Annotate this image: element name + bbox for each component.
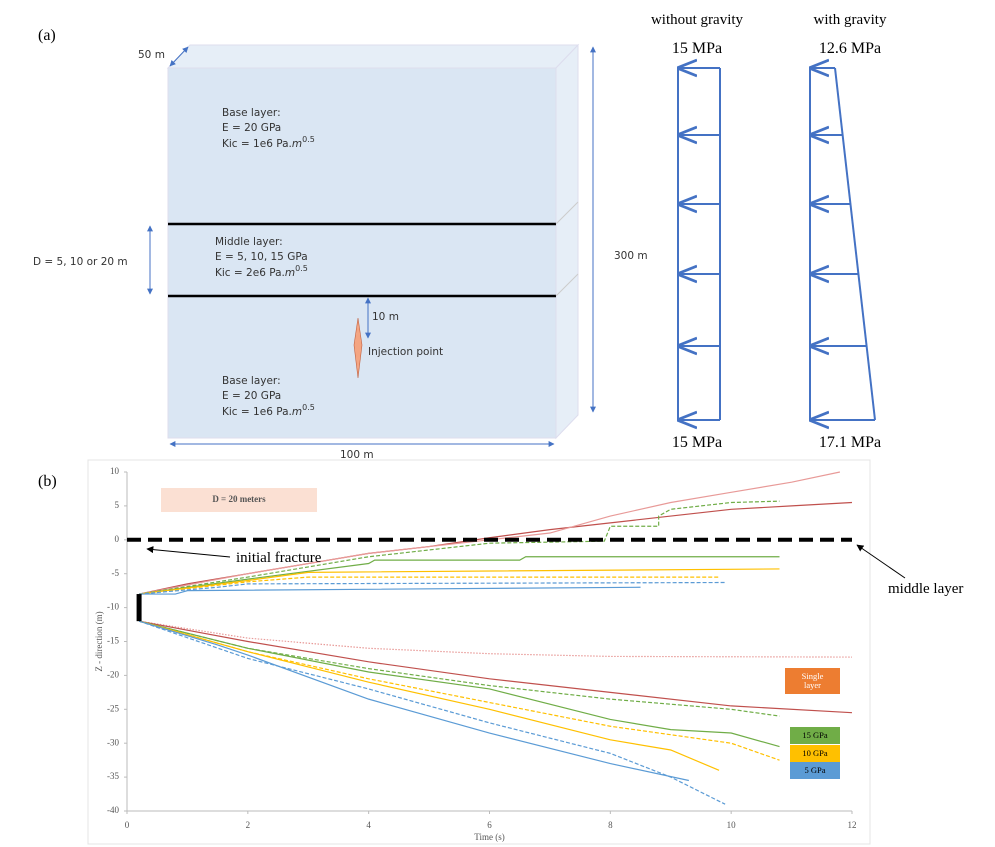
series-line [139, 621, 719, 770]
toughness-unit: m [292, 406, 302, 418]
layer-toughness: Kic = 1e6 Pa.m0.5 [222, 135, 315, 150]
toughness-exponent: 0.5 [302, 403, 315, 412]
toughness-text: Kic = 1e6 Pa. [222, 406, 292, 418]
box-label: D = 20 meters [212, 494, 266, 504]
y-tick-label: 5 [115, 500, 120, 510]
x-tick-label: 6 [487, 820, 492, 830]
legend-item: Single layer [785, 668, 840, 694]
legend-label: Single layer [785, 668, 840, 694]
legend-item: 15 GPa [790, 727, 840, 744]
legend-label: 5 GPa [790, 762, 840, 779]
layer-modulus: E = 5, 10, 15 GPa [215, 251, 308, 263]
chart: -40 -35 -30 -25 -20 -15 -10 -5 0 5 10 0 2 4 6 8 10 12 Time… [94, 466, 963, 842]
height-label: 300 m [614, 250, 648, 262]
layer-modulus: E = 20 GPa [222, 122, 281, 134]
layer-toughness: Kic = 1e6 Pa.m0.5 [222, 403, 315, 418]
series-line [139, 621, 852, 713]
annotation-arrow [857, 545, 905, 578]
layer-toughness: Kic = 2e6 Pa.m0.5 [215, 264, 308, 279]
legend-item: 5 GPa [790, 762, 840, 779]
y-tick-label: -40 [107, 805, 119, 815]
toughness-text: Kic = 2e6 Pa. [215, 267, 285, 279]
annotation-arrow [147, 549, 230, 557]
x-tick-label: 10 [727, 820, 737, 830]
series-line [139, 621, 779, 746]
layer-modulus: E = 20 GPa [222, 390, 281, 402]
series-line [139, 587, 640, 594]
series-line [139, 621, 689, 780]
stress-profiles: without gravity 15 MPa 15 MPa with gravity 1… [651, 12, 887, 451]
y-tick-label: -5 [112, 568, 120, 578]
legend-label: 15 GPa [790, 727, 840, 744]
x-tick-label: 0 [125, 820, 130, 830]
stress-bottom: 15 MPa [672, 434, 722, 451]
annotation: middle layer [888, 581, 963, 597]
series-line [139, 577, 719, 594]
y-tick-label: 10 [110, 466, 120, 476]
x-tick-label: 8 [608, 820, 613, 830]
stress-title: without gravity [651, 12, 744, 28]
toughness-unit: m [292, 138, 302, 150]
y-tick-label: -25 [107, 703, 119, 713]
panel-label: (b) [38, 473, 57, 490]
y-tick-label: -10 [107, 602, 119, 612]
panel-label: (a) [38, 27, 56, 44]
x-axis-title: Time (s) [474, 832, 504, 842]
y-tick-label: -35 [107, 771, 119, 781]
legend-label: 10 GPa [790, 745, 840, 762]
stress-title: with gravity [814, 12, 887, 28]
x-tick-label: 2 [246, 820, 251, 830]
toughness-unit: m [285, 267, 295, 279]
offset-label: 10 m [372, 311, 399, 323]
y-axis-title: Z - direction (m) [94, 611, 104, 671]
annotation: initial fracture [236, 550, 322, 566]
depth-label: 50 m [138, 49, 165, 61]
y-tick-label: -30 [107, 737, 119, 747]
series-line [139, 621, 779, 716]
layer-name: Base layer: [222, 375, 281, 387]
x-tick-label: 4 [366, 820, 371, 830]
figure: (a) 50 m D = 5, 10 or 20 m 300 m 10 m In… [0, 0, 995, 847]
layer-name: Base layer: [222, 107, 281, 119]
toughness-exponent: 0.5 [295, 264, 308, 273]
y-tick-label: -20 [107, 669, 119, 679]
length-label: 100 m [340, 449, 374, 461]
stress-bottom: 17.1 MPa [819, 434, 881, 451]
series-line [139, 621, 779, 760]
chart-frame [88, 460, 870, 844]
toughness-exponent: 0.5 [302, 135, 315, 144]
layer-name: Middle layer: [215, 236, 283, 248]
stress-top: 15 MPa [672, 40, 722, 57]
profile-edge [835, 68, 875, 420]
toughness-text: Kic = 1e6 Pa. [222, 138, 292, 150]
y-tick-label: -15 [107, 636, 119, 646]
legend-item: 10 GPa [790, 745, 840, 762]
injection-label: Injection point [368, 346, 443, 358]
y-tick-label: 0 [115, 534, 120, 544]
stress-top: 12.6 MPa [819, 40, 881, 57]
thickness-label: D = 5, 10 or 20 m [33, 256, 128, 268]
x-tick-label: 12 [848, 820, 857, 830]
